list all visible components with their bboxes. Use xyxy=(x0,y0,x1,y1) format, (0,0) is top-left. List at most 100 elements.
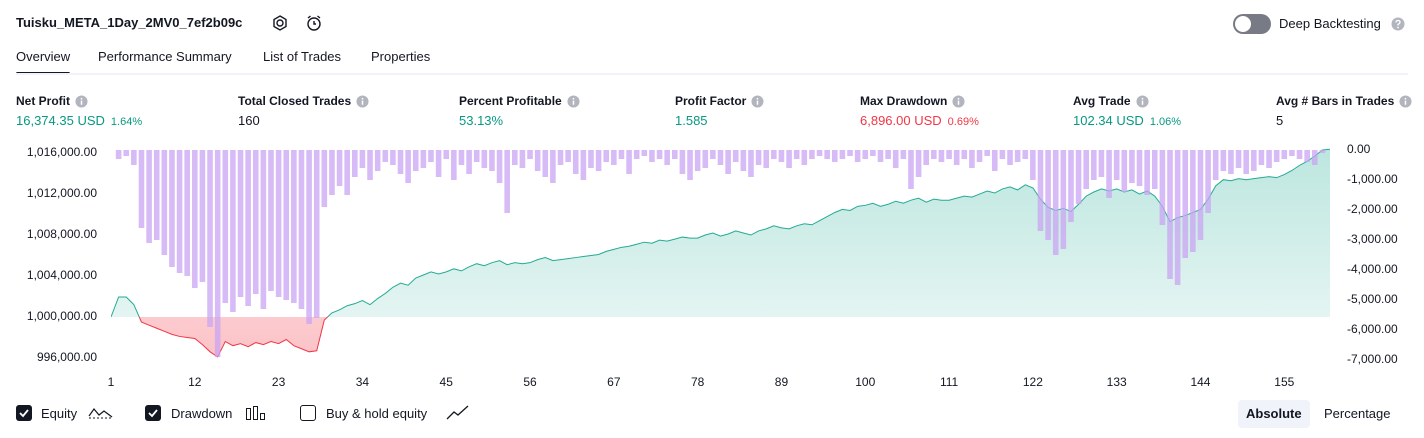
x-tick-label: 100 xyxy=(855,375,875,389)
drawdown-bar xyxy=(1159,150,1166,225)
drawdown-bar xyxy=(321,150,328,207)
help-icon[interactable] xyxy=(1391,17,1405,31)
drawdown-bar xyxy=(809,150,815,159)
drawdown-bar xyxy=(824,150,830,159)
equity-area-down xyxy=(111,316,1330,357)
drawdown-bar xyxy=(748,150,754,177)
drawdown-bar xyxy=(451,150,457,180)
drawdown-bar xyxy=(214,150,221,357)
equity-area-up xyxy=(111,149,1330,317)
drawdown-bar xyxy=(679,150,686,174)
metric: Profit Factor 1.585 xyxy=(675,94,764,128)
mode-button[interactable]: Percentage xyxy=(1324,406,1391,421)
drawdown-bar xyxy=(405,150,411,183)
equity-line-down xyxy=(111,316,329,358)
drawdown-bar xyxy=(1243,150,1249,174)
drawdown-bar xyxy=(1129,150,1135,183)
drawdown-bar xyxy=(572,150,579,174)
equity-checkbox[interactable] xyxy=(16,405,32,421)
y2-tick-label: -7,000.00 xyxy=(1347,352,1398,366)
metric-label-row: Net Profit xyxy=(16,94,142,108)
drawdown-bar xyxy=(1136,150,1143,186)
drawdown-bar xyxy=(755,150,762,165)
drawdown-bar xyxy=(275,150,282,297)
info-icon[interactable] xyxy=(356,94,369,108)
metric-label: Profit Factor xyxy=(675,94,747,108)
drawdown-bar xyxy=(153,150,160,240)
metric-percent: 0.69% xyxy=(947,116,979,128)
info-icon[interactable] xyxy=(567,94,580,108)
drawdown-bar xyxy=(862,150,869,159)
drawdown-bar xyxy=(1007,150,1013,165)
drawdown-bar xyxy=(443,150,450,159)
drawdown-bar xyxy=(230,150,236,312)
drawdown-bar xyxy=(329,150,335,195)
metric: Avg Trade 102.34 USD 1.06% xyxy=(1073,94,1181,128)
drawdown-bar xyxy=(542,150,549,177)
drawdown-bar xyxy=(1304,150,1310,162)
drawdown-bar xyxy=(641,150,648,156)
info-icon[interactable] xyxy=(952,94,965,108)
drawdown-bar xyxy=(1319,150,1326,153)
drawdown-bar xyxy=(999,150,1006,159)
drawdown-bar xyxy=(717,150,724,165)
drawdown-bar xyxy=(511,150,518,165)
metric-value-row: 1.585 xyxy=(675,113,764,128)
drawdown-bar xyxy=(1075,150,1082,204)
drawdown-bar xyxy=(184,150,190,276)
plot xyxy=(111,148,1330,358)
metric-label-row: Total Closed Trades xyxy=(238,94,369,108)
mode-button[interactable]: Absolute xyxy=(1238,400,1310,428)
drawdown-bar xyxy=(938,150,945,162)
deep-backtesting-toggle[interactable] xyxy=(1233,14,1271,34)
drawdown-bar xyxy=(1228,150,1234,174)
tab[interactable]: Performance Summary xyxy=(98,49,232,64)
drawdown-bar xyxy=(626,150,632,174)
alert-icon[interactable] xyxy=(304,13,324,33)
metric-label: Avg Trade xyxy=(1073,94,1131,108)
x-tick-label: 56 xyxy=(523,375,537,389)
drawdown-checkbox[interactable] xyxy=(145,405,161,421)
drawdown-bar xyxy=(1182,150,1189,258)
drawdown-bar xyxy=(115,150,122,159)
buy-hold-checkbox[interactable] xyxy=(300,405,316,421)
metric: Total Closed Trades 160 xyxy=(238,94,369,128)
metric-value-row: 6,896.00 USD 0.69% xyxy=(860,113,979,128)
drawdown-bar xyxy=(1113,150,1120,180)
metric-value-row: 102.34 USD 1.06% xyxy=(1073,113,1181,128)
drawdown-bar xyxy=(976,150,983,162)
drawdown-bar xyxy=(961,150,968,159)
drawdown-bar xyxy=(367,150,373,180)
drawdown-bar xyxy=(915,150,922,177)
metric-label-row: Profit Factor xyxy=(675,94,764,108)
metric-percent: 1.06% xyxy=(1149,116,1182,128)
drawdown-bar xyxy=(603,150,610,162)
drawdown-bar xyxy=(565,150,571,162)
info-icon[interactable] xyxy=(75,94,88,108)
info-icon[interactable] xyxy=(751,94,764,108)
metric-value: 16,374.35 USD xyxy=(16,113,105,128)
x-tick-label: 89 xyxy=(775,375,789,389)
y-tick-label: 1,000,000.00 xyxy=(27,309,97,323)
drawdown-bar xyxy=(1273,150,1280,162)
drawdown-bar xyxy=(390,150,396,165)
tab[interactable]: Overview xyxy=(16,49,71,64)
drawdown-bar xyxy=(991,150,998,171)
info-icon[interactable] xyxy=(1399,94,1412,108)
drawdown-bar xyxy=(892,150,899,168)
drawdown-bar xyxy=(1151,150,1158,189)
y-tick-label: 1,004,000.00 xyxy=(27,268,97,282)
drawdown-bar xyxy=(854,150,861,162)
drawdown-bar xyxy=(793,150,800,159)
drawdown-bar xyxy=(953,150,960,165)
drawdown-bar xyxy=(336,150,343,186)
tab[interactable]: Properties xyxy=(371,49,431,64)
tab[interactable]: List of Trades xyxy=(263,49,342,64)
drawdown-bar xyxy=(489,150,495,171)
metric-label: Total Closed Trades xyxy=(238,94,352,108)
settings-icon[interactable] xyxy=(271,14,289,32)
drawdown-bar xyxy=(252,150,259,294)
info-icon[interactable] xyxy=(1136,94,1149,108)
